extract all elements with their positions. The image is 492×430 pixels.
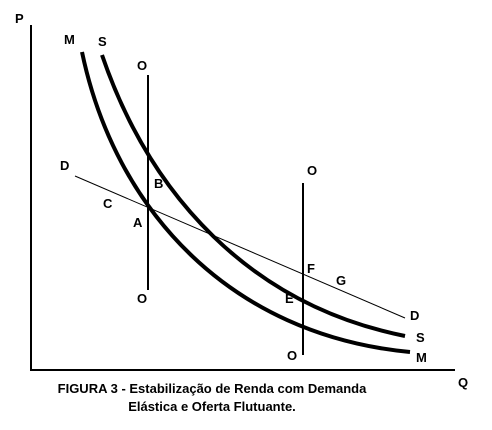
demand-line [74, 175, 406, 319]
point-label: B [154, 176, 163, 191]
curve-label: D [410, 308, 419, 323]
curve-label: M [64, 32, 75, 47]
curve-label: S [416, 330, 425, 345]
curve-m [80, 51, 411, 354]
point-label: A [133, 215, 143, 230]
point-label: E [285, 291, 294, 306]
supply-label: O [307, 163, 317, 178]
curve-label: D [60, 158, 69, 173]
point-label: C [103, 196, 113, 211]
point-label: F [307, 261, 315, 276]
caption: FIGURA 3 - Estabilização de Renda com De… [58, 381, 367, 396]
curve-label: M [416, 350, 427, 365]
axis-label: Q [458, 375, 468, 390]
point-label: G [336, 273, 346, 288]
supply-label: O [287, 348, 297, 363]
caption: Elástica e Oferta Flutuante. [128, 399, 296, 414]
supply-label: O [137, 291, 147, 306]
axis-label: P [15, 11, 24, 26]
supply-label: O [137, 58, 147, 73]
curve-label: S [98, 34, 107, 49]
curve-s [100, 54, 406, 338]
